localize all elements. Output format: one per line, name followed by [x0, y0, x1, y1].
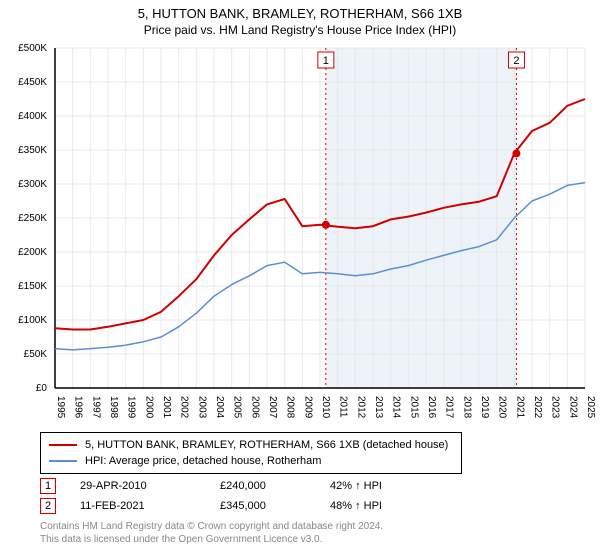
svg-text:£50K: £50K: [24, 349, 48, 360]
svg-text:2020: 2020: [497, 396, 508, 419]
svg-text:£400K: £400K: [18, 111, 47, 122]
svg-text:1: 1: [323, 55, 329, 67]
svg-text:2000: 2000: [143, 396, 154, 419]
transaction-date: 29-APR-2010: [80, 480, 220, 492]
svg-text:1996: 1996: [73, 396, 84, 419]
legend-label: HPI: Average price, detached house, Roth…: [85, 455, 321, 467]
transaction-row: 2 11-FEB-2021 £345,000 48% ↑ HPI: [40, 496, 450, 516]
svg-text:£200K: £200K: [18, 247, 47, 258]
page-title: 5, HUTTON BANK, BRAMLEY, ROTHERHAM, S66 …: [0, 0, 600, 21]
legend: 5, HUTTON BANK, BRAMLEY, ROTHERHAM, S66 …: [40, 432, 462, 474]
svg-text:2017: 2017: [444, 396, 455, 419]
svg-text:2009: 2009: [302, 396, 313, 419]
transaction-pct: 42% ↑ HPI: [330, 480, 450, 492]
legend-swatch-hpi: [49, 460, 77, 462]
svg-text:2015: 2015: [408, 396, 419, 419]
legend-row: 5, HUTTON BANK, BRAMLEY, ROTHERHAM, S66 …: [49, 437, 453, 453]
transaction-price: £345,000: [220, 500, 330, 512]
svg-text:2016: 2016: [426, 396, 437, 419]
svg-text:2008: 2008: [285, 396, 296, 419]
svg-text:2011: 2011: [338, 396, 349, 418]
transaction-marker: 1: [40, 478, 56, 494]
legend-swatch-property: [49, 444, 77, 446]
footer-line: This data is licensed under the Open Gov…: [40, 533, 383, 546]
price-chart: £0£50K£100K£150K£200K£250K£300K£350K£400…: [55, 48, 585, 388]
svg-text:2012: 2012: [355, 396, 366, 419]
svg-text:2007: 2007: [267, 396, 278, 419]
svg-text:2002: 2002: [179, 396, 190, 419]
transaction-marker: 2: [40, 498, 56, 514]
svg-text:2004: 2004: [214, 396, 225, 419]
svg-text:2005: 2005: [232, 396, 243, 419]
svg-text:2019: 2019: [479, 396, 490, 419]
transaction-row: 1 29-APR-2010 £240,000 42% ↑ HPI: [40, 476, 450, 496]
svg-text:1998: 1998: [108, 396, 119, 419]
svg-text:2003: 2003: [196, 396, 207, 419]
footer-attribution: Contains HM Land Registry data © Crown c…: [40, 520, 383, 546]
transaction-date: 11-FEB-2021: [80, 500, 220, 512]
svg-text:2025: 2025: [585, 396, 596, 419]
svg-text:2023: 2023: [550, 396, 561, 419]
svg-text:1999: 1999: [126, 396, 137, 419]
transaction-pct: 48% ↑ HPI: [330, 500, 450, 512]
svg-text:2018: 2018: [461, 396, 472, 419]
svg-text:1997: 1997: [90, 396, 101, 419]
svg-text:2021: 2021: [514, 396, 525, 419]
svg-text:2024: 2024: [567, 396, 578, 419]
svg-text:£300K: £300K: [18, 179, 47, 190]
svg-text:£100K: £100K: [18, 315, 47, 326]
legend-row: HPI: Average price, detached house, Roth…: [49, 453, 453, 469]
transaction-price: £240,000: [220, 480, 330, 492]
svg-text:£450K: £450K: [18, 77, 47, 88]
svg-text:2001: 2001: [161, 396, 172, 419]
legend-label: 5, HUTTON BANK, BRAMLEY, ROTHERHAM, S66 …: [85, 439, 448, 451]
svg-text:1995: 1995: [55, 396, 66, 419]
svg-text:£0: £0: [36, 383, 48, 394]
svg-text:2022: 2022: [532, 396, 543, 419]
svg-text:2: 2: [513, 55, 519, 67]
page-subtitle: Price paid vs. HM Land Registry's House …: [0, 21, 600, 37]
svg-text:£150K: £150K: [18, 281, 47, 292]
transactions-table: 1 29-APR-2010 £240,000 42% ↑ HPI 2 11-FE…: [40, 476, 450, 516]
svg-text:£350K: £350K: [18, 145, 47, 156]
footer-line: Contains HM Land Registry data © Crown c…: [40, 520, 383, 533]
svg-text:2014: 2014: [391, 396, 402, 419]
svg-text:2010: 2010: [320, 396, 331, 419]
svg-text:2013: 2013: [373, 396, 384, 419]
svg-text:£250K: £250K: [18, 213, 47, 224]
svg-text:2006: 2006: [249, 396, 260, 419]
svg-text:£500K: £500K: [18, 43, 47, 54]
